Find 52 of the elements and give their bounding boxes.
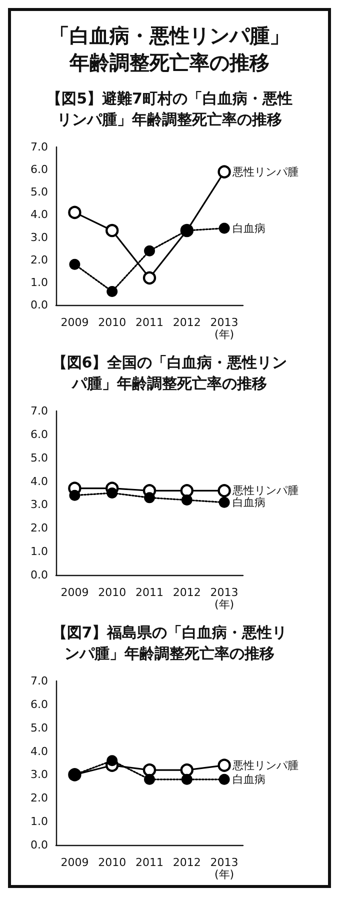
x-tick-label: 2011 [136,856,164,869]
y-tick-label: 7.0 [30,140,48,154]
y-tick-label: 0.0 [30,838,48,852]
y-tick-label: 5.0 [30,451,48,464]
y-tick-label: 3.0 [30,230,48,244]
x-tick-label: 2009 [60,586,89,599]
x-tick-label: 2009 [60,856,89,869]
y-tick-label: 0.0 [30,568,48,582]
y-tick-label: 0.0 [30,298,48,312]
x-tick-label: 2010 [98,586,126,599]
x-tick-label: 2009 [60,316,89,329]
x-tick-label: 2012 [172,586,201,599]
x-tick-label: 2010 [98,856,126,869]
y-tick-label: 6.0 [30,163,48,176]
x-tick-label: 2011 [136,586,164,599]
y-tick-label: 3.0 [30,498,48,512]
y-tick-label: 1.0 [30,545,48,558]
y-tick-label: 4.0 [30,208,48,222]
y-tick-label: 6.0 [30,428,48,441]
y-tick-label: 1.0 [30,276,48,289]
y-tick-label: 5.0 [30,721,48,734]
y-tick-label: 4.0 [30,744,48,758]
x-axis-title: (年) [214,868,234,881]
y-tick-label: 2.0 [30,522,48,535]
y-tick-label: 7.0 [30,674,48,688]
y-tick-label: 4.0 [30,474,48,488]
series-label: 白血病 [232,772,266,786]
y-tick-label: 7.0 [30,404,48,418]
x-tick-label: 2010 [98,316,126,329]
x-axis-title: (年) [214,598,234,611]
series-label: 白血病 [232,222,266,235]
y-tick-label: 5.0 [30,186,48,199]
x-tick-label: 2013 [210,856,238,869]
y-tick-label: 6.0 [30,698,48,711]
series-label: 悪性リンパ腫 [231,165,298,178]
chart-title: 【図7】福島県の「白血病・悪性リンパ腫」年齢調整死亡率の推移 [52,624,288,662]
x-tick-label: 2012 [172,856,201,869]
y-tick-label: 2.0 [30,253,48,266]
y-tick-label: 1.0 [30,815,48,828]
x-tick-label: 2012 [172,316,201,329]
x-tick-label: 2013 [210,586,238,599]
chart-title: 【図6】全国の「白血病・悪性リンパ腫」年齢調整死亡率の推移 [52,354,288,392]
series-label: 悪性リンパ腫 [231,758,298,772]
x-axis-title: (年) [214,328,234,341]
chart-title: 「白血病・悪性リンパ腫」年齢調整死亡率の推移 [50,24,290,74]
x-tick-label: 2013 [210,316,238,329]
y-tick-label: 2.0 [30,792,48,805]
series-label: 白血病 [232,496,266,509]
y-tick-label: 3.0 [30,768,48,782]
x-tick-label: 2011 [136,316,164,329]
chart-subtitle: 【図5】避難7町村の「白血病・悪性リンパ腫」年齢調整死亡率の推移 [46,90,292,128]
series-label: 悪性リンパ腫 [231,484,298,498]
